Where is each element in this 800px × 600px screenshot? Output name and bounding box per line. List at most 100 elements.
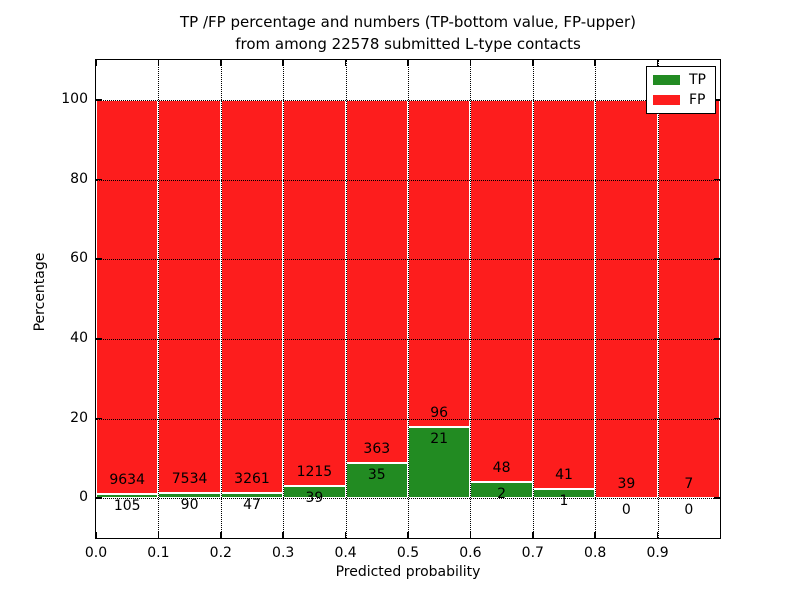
tick-mark-right (714, 99, 720, 101)
bar-tp-segment (408, 426, 471, 499)
tick-mark-left (96, 497, 102, 499)
tp-count-label: 2 (497, 486, 507, 503)
tick-mark-left (96, 258, 102, 260)
legend-item-tp: TP (653, 72, 709, 88)
tick-mark-right (714, 497, 720, 499)
tp-count-label: 35 (367, 467, 386, 484)
legend-label-fp: FP (689, 92, 706, 108)
fp-count-label: 363 (363, 441, 391, 458)
bar-fp-segment (158, 99, 221, 494)
bar-fp-segment (345, 99, 408, 464)
tick-mark-right (714, 417, 720, 420)
bar-tp-segment (96, 493, 159, 499)
tp-count-label: 47 (243, 496, 261, 513)
x-tick-label: 0.3 (272, 545, 295, 561)
tick-mark-left (96, 178, 102, 181)
legend-item-fp: FP (653, 92, 709, 108)
bar-fp-segment (408, 99, 471, 427)
tp-count-label: 0 (684, 502, 694, 519)
fp-swatch (653, 95, 680, 105)
fp-count-label: 39 (617, 476, 636, 493)
gridline-vertical (158, 60, 160, 538)
gridline-vertical (657, 60, 659, 538)
fp-count-label: 7 (684, 476, 694, 493)
gridline-horizontal (96, 498, 720, 500)
bar-fp-segment (220, 99, 284, 493)
gridline-horizontal (96, 418, 720, 420)
tick-mark-top (344, 60, 347, 66)
tp-count-label: 39 (305, 489, 324, 506)
fp-count-label: 96 (430, 404, 449, 421)
x-tick-label: 0.5 (396, 545, 420, 561)
tick-mark-top (95, 60, 97, 66)
tick-mark-top (656, 60, 659, 66)
gridline-horizontal (96, 179, 720, 181)
tp-count-label: 0 (621, 502, 631, 519)
fp-count-label: 41 (555, 466, 573, 483)
y-tick-label: 60 (70, 250, 88, 267)
tick-mark-top (532, 60, 534, 66)
gridline-vertical (408, 60, 409, 538)
x-tick-label: 0.2 (209, 545, 232, 561)
tick-mark-left (96, 338, 102, 340)
y-tick-label: 100 (61, 90, 88, 107)
tick-mark-bottom (157, 532, 160, 538)
gridline-vertical (220, 60, 222, 538)
y-tick-label: 40 (70, 329, 88, 346)
tick-mark-right (714, 258, 720, 260)
bar-fp-segment (532, 99, 596, 489)
tick-mark-bottom (656, 532, 659, 538)
tick-mark-bottom (95, 532, 97, 538)
x-tick-label: 0.8 (584, 545, 607, 561)
plot-area (95, 59, 721, 539)
x-tick-label: 0.0 (84, 545, 108, 561)
tick-mark-top (469, 60, 472, 66)
tick-mark-right (714, 178, 720, 181)
tick-mark-right (714, 338, 720, 340)
gridline-vertical (470, 60, 472, 538)
bar-fp-segment (657, 99, 720, 499)
tick-mark-top (407, 60, 409, 66)
tick-mark-top (594, 60, 596, 66)
x-axis-label: Predicted probability (335, 564, 481, 580)
tick-mark-bottom (344, 532, 347, 538)
chart-title-line2: from among 22578 submitted L-type contac… (235, 35, 581, 53)
gridline-vertical (283, 60, 285, 538)
x-tick-label: 0.7 (521, 545, 544, 561)
legend-label-tp: TP (689, 72, 706, 88)
chart-title-line1: TP /FP percentage and numbers (TP-bottom… (180, 13, 636, 31)
tick-mark-bottom (282, 532, 284, 538)
x-tick-label: 0.9 (646, 545, 669, 561)
gridline-horizontal (96, 259, 720, 261)
gridline-vertical (532, 60, 534, 538)
bar-fp-segment (283, 99, 346, 486)
tp-swatch (653, 75, 680, 85)
tick-mark-top (220, 60, 222, 66)
legend: TP FP (646, 66, 716, 114)
tick-mark-bottom (407, 532, 409, 538)
y-tick-label: 80 (70, 170, 88, 187)
bar-fp-segment (595, 99, 658, 499)
tick-mark-bottom (594, 532, 596, 538)
fp-count-label: 1215 (296, 463, 333, 480)
x-tick-label: 0.1 (147, 545, 170, 561)
tick-mark-left (96, 99, 102, 101)
x-tick-label: 0.6 (459, 545, 482, 561)
tp-count-label: 21 (430, 430, 449, 447)
gridline-horizontal (96, 338, 720, 340)
gridline-vertical (345, 60, 347, 538)
x-tick-label: 0.4 (334, 545, 357, 561)
fp-count-label: 9634 (109, 471, 146, 488)
y-tick-label: 0 (79, 489, 88, 506)
tp-count-label: 90 (180, 497, 199, 514)
tp-count-label: 1 (559, 492, 569, 509)
y-tick-label: 20 (70, 409, 88, 426)
chart-title: TP /FP percentage and numbers (TP-bottom… (96, 11, 720, 55)
tick-mark-top (282, 60, 284, 66)
tp-count-label: 105 (113, 497, 141, 514)
fp-count-label: 3261 (234, 470, 270, 487)
fp-count-label: 48 (492, 460, 511, 477)
fp-count-label: 7534 (171, 471, 208, 488)
tick-mark-left (96, 417, 102, 420)
